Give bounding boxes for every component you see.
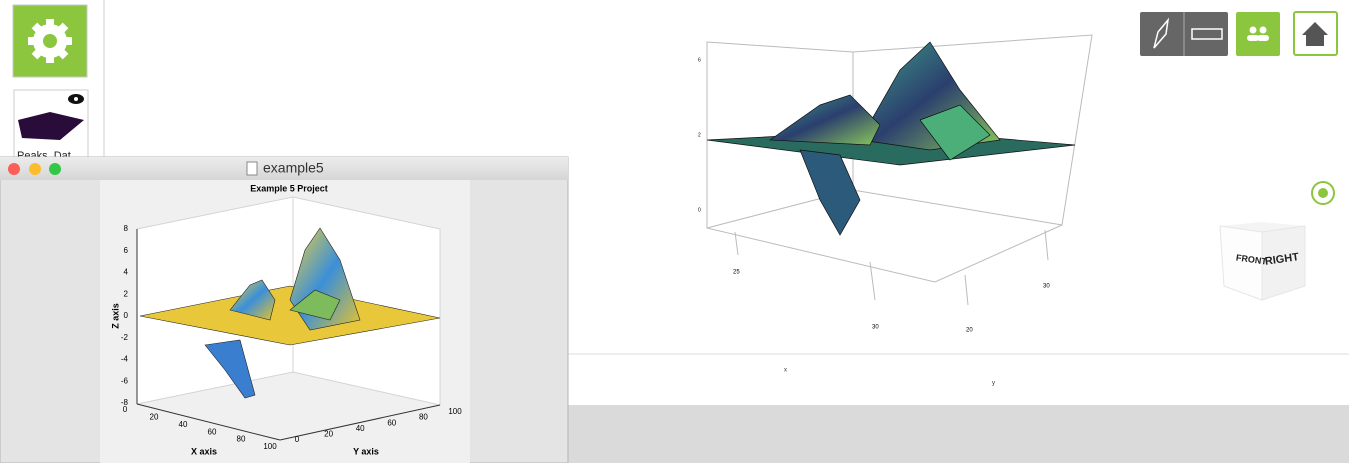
ruler-button[interactable] (1191, 28, 1223, 40)
y-tick-label: 100 (448, 407, 462, 416)
viewer-x-tick: 30 (1043, 284, 1050, 290)
minimize-button[interactable] (29, 163, 41, 175)
viewer-y-tick: 30 (872, 325, 879, 331)
x-tick-label: 40 (179, 420, 188, 429)
recenter-button[interactable] (1311, 181, 1335, 205)
figure-title: Example 5 Project (250, 183, 328, 193)
viewer-z-tick: 0 (698, 207, 701, 213)
viewer-box (706, 34, 1093, 306)
z-axis-label: Z axis (110, 303, 120, 329)
z-tick-label: -4 (121, 355, 129, 364)
users-icon (1247, 26, 1269, 41)
home-icon (1302, 22, 1328, 46)
viewer-y-label: y (992, 381, 995, 387)
x-tick-label: 60 (208, 427, 217, 436)
z-tick-label: -6 (121, 376, 129, 385)
z-tick-label: -8 (121, 398, 129, 407)
zoom-button[interactable] (49, 163, 61, 175)
y-tick-label: 80 (419, 413, 428, 422)
viewer-z-tick: 2 (698, 132, 701, 138)
y-axis-label: Y axis (353, 446, 379, 456)
viewer-surface (706, 41, 1076, 236)
document-icon (246, 161, 258, 176)
x-tick-label: 20 (150, 413, 159, 422)
gear-icon (28, 19, 72, 63)
cube-front: FRONT (1235, 252, 1268, 266)
z-tick-label: 4 (124, 268, 129, 277)
close-button[interactable] (8, 163, 20, 175)
viewer-y-tick: 20 (966, 328, 973, 334)
z-tick-label: 6 (124, 246, 129, 255)
viewer-z-tick: 6 (698, 57, 701, 63)
viewer-x-label: x (784, 368, 787, 374)
z-tick-label: 0 (124, 311, 129, 320)
z-tick-label: -2 (121, 333, 129, 342)
y-tick-label: 60 (387, 418, 396, 427)
x-tick-label: 80 (237, 435, 246, 444)
window-titlebar (0, 157, 568, 180)
y-tick-label: 0 (295, 435, 300, 444)
z-tick-label: 8 (124, 224, 129, 233)
thumbnail-shape (18, 112, 84, 140)
x-tick-label: 0 (123, 405, 128, 414)
eye-pupil (74, 97, 78, 101)
y-tick-label: 20 (324, 430, 333, 439)
recenter-dot (1318, 188, 1328, 198)
viewer-x-tick: 25 (733, 270, 740, 276)
cube-right: RIGHT (1264, 251, 1300, 268)
z-tick-label: 2 (124, 289, 129, 298)
figure-axes (136, 229, 441, 441)
orientation-cube[interactable] (1219, 222, 1306, 301)
y-tick-label: 40 (356, 424, 365, 433)
pen-button[interactable] (1153, 17, 1170, 49)
window-title: example5 (263, 160, 324, 176)
bottom-panel (568, 405, 1349, 463)
x-tick-label: 100 (263, 442, 277, 451)
x-axis-label: X axis (191, 446, 217, 456)
figure-surface (139, 227, 441, 399)
users-button[interactable] (1236, 12, 1280, 56)
